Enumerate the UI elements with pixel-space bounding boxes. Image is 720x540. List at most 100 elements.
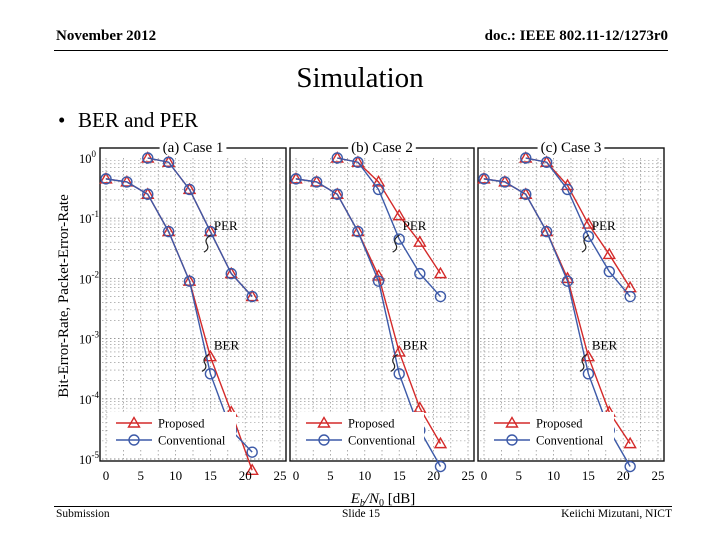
ber-callout	[390, 353, 398, 372]
data-point-circle	[624, 460, 636, 473]
legend-label: Conventional	[158, 434, 226, 448]
data-point-circle	[414, 267, 426, 280]
x-tick-label: 25	[462, 468, 475, 483]
panel-title: (b) Case 2	[351, 140, 413, 156]
panel-title-bg	[159, 140, 227, 156]
data-point-circle	[434, 460, 447, 473]
panel-title: (a) Case 1	[163, 140, 224, 156]
ber-label: BER	[592, 337, 618, 352]
y-tick-label: 10-1	[79, 209, 99, 226]
x-tick-label: 0	[103, 468, 110, 483]
slide-title: Simulation	[296, 62, 424, 94]
bullet-marker: •	[58, 108, 66, 132]
data-point-triangle	[141, 151, 155, 163]
data-point-circle	[372, 183, 385, 196]
x-tick-label: 25	[652, 468, 665, 483]
data-point-circle	[478, 173, 490, 185]
x-tick-label: 0	[293, 468, 300, 483]
x-tick-label: 0	[481, 468, 488, 483]
header-date: November 2012	[56, 28, 157, 44]
data-point-triangle	[413, 235, 427, 247]
data-point-circle	[372, 275, 385, 287]
header-divider	[54, 50, 668, 51]
data-point-triangle	[330, 151, 344, 163]
data-point-circle	[162, 225, 175, 238]
x-tick-label: 5	[516, 468, 523, 483]
x-tick-label: 25	[274, 468, 287, 483]
data-point-circle	[100, 173, 112, 185]
legend-label: Proposed	[536, 417, 583, 431]
data-point-circle	[624, 290, 636, 303]
data-point-circle	[204, 225, 217, 238]
legend-marker-circle	[318, 434, 330, 446]
x-label-e: E	[350, 491, 360, 507]
data-point-circle	[540, 225, 553, 238]
data-point-circle	[246, 446, 258, 458]
data-point-circle	[561, 275, 574, 287]
data-point-triangle	[371, 175, 386, 187]
per-label: PER	[214, 218, 238, 233]
data-point-circle	[434, 290, 447, 303]
data-point-triangle	[245, 463, 259, 475]
x-label-n: /N	[364, 491, 380, 507]
data-point-triangle	[182, 274, 197, 286]
y-tick-label: 10-2	[79, 269, 99, 286]
ber-callout	[579, 353, 588, 372]
data-point-triangle	[539, 224, 554, 237]
ber-label: BER	[214, 337, 240, 352]
ber-callout	[201, 353, 210, 372]
data-point-circle	[225, 267, 237, 280]
data-point-triangle	[203, 349, 218, 362]
per-label: PER	[592, 218, 616, 233]
x-label-sub-b: b	[360, 498, 365, 509]
data-point-triangle	[519, 187, 533, 199]
data-point-circle	[393, 233, 405, 245]
x-tick-label: 5	[327, 468, 334, 483]
footer-submission: Submission	[56, 508, 110, 520]
legend-label: Conventional	[348, 434, 416, 448]
data-point-circle	[561, 183, 574, 196]
data-point-circle	[393, 368, 405, 380]
bullet-item: • BER and PER	[58, 108, 198, 133]
data-point-circle	[331, 188, 343, 200]
legend-label: Conventional	[536, 434, 604, 448]
chart-annotations: PER BER PER BER PER BER	[201, 218, 618, 372]
x-tick-label: 15	[204, 468, 217, 483]
data-point-triangle	[581, 217, 596, 229]
data-point-triangle	[330, 187, 344, 199]
data-point-circle	[582, 230, 595, 243]
y-tick-label: 100	[79, 149, 97, 166]
x-tick-label: 20	[239, 468, 252, 483]
panel-title-bg	[537, 140, 605, 156]
data-point-circle	[142, 152, 154, 164]
data-point-triangle	[224, 266, 238, 279]
legend-label: Proposed	[158, 417, 205, 431]
data-point-circle	[162, 156, 175, 168]
data-point-circle	[582, 368, 595, 380]
data-point-triangle	[581, 349, 596, 362]
data-point-triangle	[519, 151, 533, 163]
data-point-triangle	[392, 345, 406, 357]
x-tick-label: 20	[427, 468, 440, 483]
per-label: PER	[403, 218, 427, 233]
bullet-text: BER and PER	[78, 108, 199, 132]
chart-axes: (a) Case 1 0 5 10 15 20 25 (b) Case 2 0 5 10 15 20 25…	[79, 140, 665, 483]
y-axis-label: Bit-Error-Rate, Packet-Error-Rate	[56, 194, 72, 398]
data-point-circle	[603, 265, 615, 278]
x-tick-label: 15	[582, 468, 595, 483]
panel-title-bg	[348, 140, 416, 156]
data-point-triangle	[289, 171, 303, 184]
data-point-circle	[246, 290, 258, 303]
data-point-circle	[499, 176, 511, 188]
data-point-circle	[142, 188, 154, 200]
data-point-triangle	[161, 224, 176, 237]
data-point-circle	[310, 176, 323, 188]
legend-label: Proposed	[348, 417, 395, 431]
x-tick-label: 10	[547, 468, 560, 483]
chart-legends: Proposed Conventional Proposed Conventional…	[110, 412, 614, 450]
legend-marker-triangle	[317, 416, 331, 428]
data-point-circle	[352, 225, 364, 238]
data-point-triangle	[623, 436, 637, 449]
data-point-triangle	[245, 289, 259, 302]
x-label-sub-0: 0	[379, 498, 384, 509]
